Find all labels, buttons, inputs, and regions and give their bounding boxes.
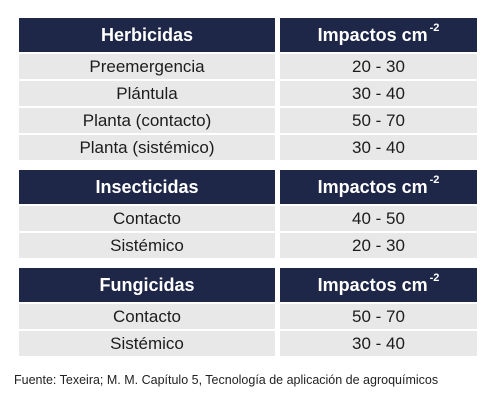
table-insecticidas: Insecticidas Impactos cm -2 Contacto 40 -…: [19, 170, 477, 258]
type-cell: Preemergencia: [19, 54, 275, 79]
type-cell: Contacto: [19, 206, 275, 231]
unit-header: Impactos cm -2: [280, 268, 477, 302]
unit-exponent: -2: [429, 271, 440, 284]
range-cell: 40 - 50: [280, 206, 477, 231]
range-cell: 20 - 30: [280, 54, 477, 79]
table-header: Fungicidas Impactos cm -2: [19, 268, 477, 302]
unit-label: Impactos cm: [317, 176, 428, 197]
type-cell: Contacto: [19, 304, 275, 329]
table-header: Herbicidas Impactos cm -2: [19, 18, 477, 52]
range-cell: 50 - 70: [280, 304, 477, 329]
table-row: Planta (sistémico) 30 - 40: [19, 135, 477, 160]
type-cell: Planta (contacto): [19, 108, 275, 133]
table-row: Contacto 40 - 50: [19, 206, 477, 231]
table-row: Sistémico 30 - 40: [19, 331, 477, 356]
category-header: Insecticidas: [19, 170, 275, 204]
table-row: Contacto 50 - 70: [19, 304, 477, 329]
unit-exponent: -2: [429, 21, 440, 34]
table-row: Planta (contacto) 50 - 70: [19, 108, 477, 133]
table-herbicidas: Herbicidas Impactos cm -2 Preemergencia 2…: [19, 18, 477, 160]
unit-label: Impactos cm: [317, 274, 428, 295]
range-cell: 30 - 40: [280, 331, 477, 356]
impact-tables: Herbicidas Impactos cm -2 Preemergencia 2…: [19, 18, 477, 366]
range-cell: 50 - 70: [280, 108, 477, 133]
unit-label: Impactos cm: [317, 24, 428, 45]
type-cell: Plántula: [19, 81, 275, 106]
table-header: Insecticidas Impactos cm -2: [19, 170, 477, 204]
table-row: Sistémico 20 - 30: [19, 233, 477, 258]
type-cell: Sistémico: [19, 233, 275, 258]
type-cell: Sistémico: [19, 331, 275, 356]
unit-header: Impactos cm -2: [280, 170, 477, 204]
range-cell: 30 - 40: [280, 81, 477, 106]
range-cell: 30 - 40: [280, 135, 477, 160]
table-fungicidas: Fungicidas Impactos cm -2 Contacto 50 - 7…: [19, 268, 477, 356]
unit-header: Impactos cm -2: [280, 18, 477, 52]
unit-exponent: -2: [429, 173, 440, 186]
source-caption: Fuente: Texeira; M. M. Capítulo 5, Tecno…: [14, 373, 439, 387]
type-cell: Planta (sistémico): [19, 135, 275, 160]
category-header: Herbicidas: [19, 18, 275, 52]
range-cell: 20 - 30: [280, 233, 477, 258]
table-row: Preemergencia 20 - 30: [19, 54, 477, 79]
table-row: Plántula 30 - 40: [19, 81, 477, 106]
category-header: Fungicidas: [19, 268, 275, 302]
